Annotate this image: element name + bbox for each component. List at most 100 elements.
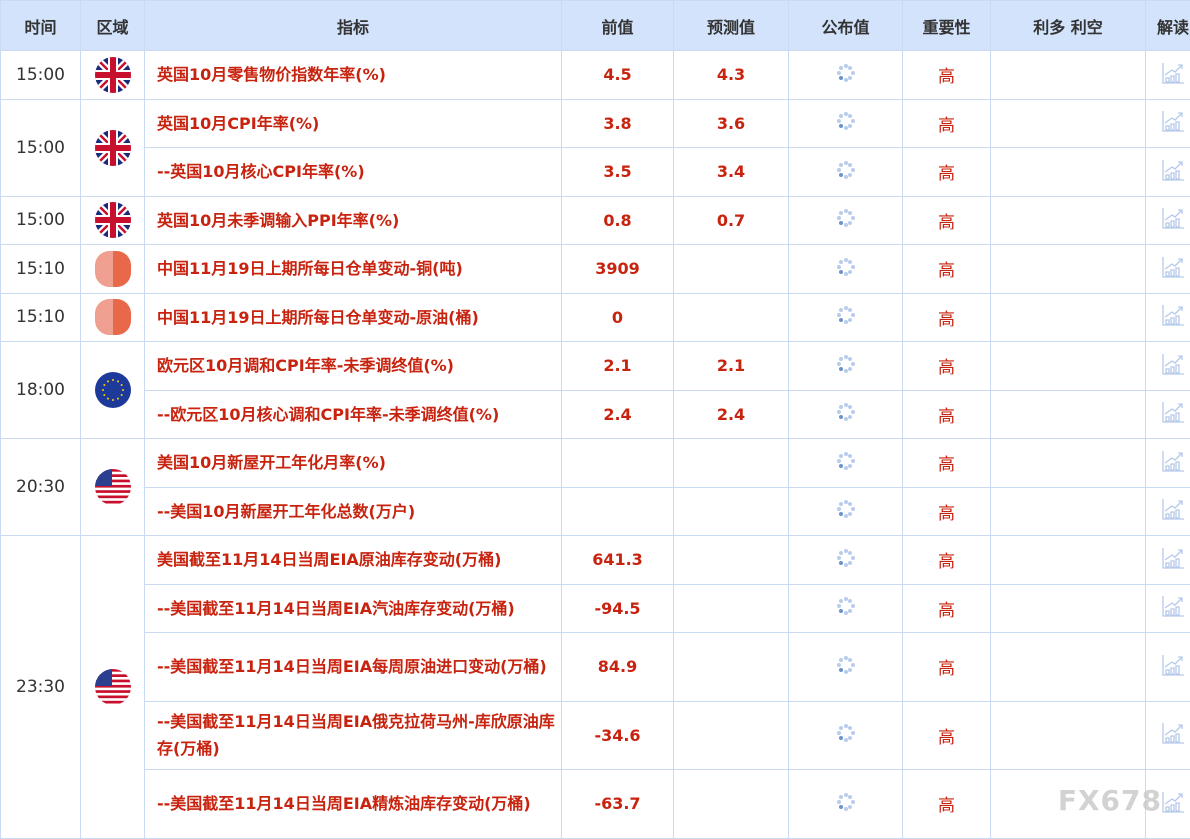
analysis-chart-icon[interactable] (1161, 255, 1185, 279)
region-cell (81, 342, 145, 439)
analysis-cell[interactable] (1146, 633, 1190, 702)
loading-spinner-icon (836, 402, 856, 422)
event-time: 15:00 (1, 51, 81, 100)
previous-value: -34.6 (562, 701, 674, 770)
indicator-link[interactable]: 中国11月19日上期所每日仓单变动-原油(桶) (145, 293, 562, 342)
actual-value (789, 439, 903, 488)
analysis-cell[interactable] (1146, 51, 1190, 100)
cn-flag-icon (95, 251, 131, 287)
analysis-cell[interactable] (1146, 701, 1190, 770)
indicator-link[interactable]: 欧元区10月调和CPI年率-未季调终值(%) (145, 342, 562, 391)
analysis-cell[interactable] (1146, 293, 1190, 342)
region-cell (81, 439, 145, 536)
indicator-link[interactable]: 美国截至11月14日当周EIA原油库存变动(万桶) (145, 536, 562, 585)
importance-badge: 高 (903, 536, 991, 585)
region-cell (81, 51, 145, 100)
impact-cell (991, 633, 1146, 702)
forecast-value: 3.6 (674, 99, 789, 148)
impact-cell (991, 51, 1146, 100)
table-row: --美国10月新屋开工年化总数(万户)高 (1, 487, 1190, 536)
importance-badge: 高 (903, 770, 991, 839)
actual-value (789, 245, 903, 294)
analysis-chart-icon[interactable] (1161, 158, 1185, 182)
cn-flag-icon (95, 299, 131, 335)
actual-value (789, 487, 903, 536)
watermark: FX678 (1058, 784, 1162, 817)
indicator-link[interactable]: 英国10月零售物价指数年率(%) (145, 51, 562, 100)
analysis-chart-icon[interactable] (1161, 790, 1185, 814)
indicator-link[interactable]: --美国截至11月14日当周EIA汽油库存变动(万桶) (145, 584, 562, 633)
eu-flag-icon (95, 372, 131, 408)
indicator-link[interactable]: 美国10月新屋开工年化月率(%) (145, 439, 562, 488)
indicator-link[interactable]: --美国截至11月14日当周EIA每周原油进口变动(万桶) (145, 633, 562, 702)
column-header: 利多 利空 (991, 1, 1146, 51)
analysis-chart-icon[interactable] (1161, 109, 1185, 133)
region-cell (81, 293, 145, 342)
actual-value (789, 342, 903, 391)
analysis-chart-icon[interactable] (1161, 61, 1185, 85)
indicator-link[interactable]: --美国截至11月14日当周EIA精炼油库存变动(万桶) (145, 770, 562, 839)
importance-badge: 高 (903, 633, 991, 702)
indicator-link[interactable]: --美国截至11月14日当周EIA俄克拉荷马州-库欣原油库存(万桶) (145, 701, 562, 770)
importance-badge: 高 (903, 342, 991, 391)
actual-value (789, 51, 903, 100)
analysis-chart-icon[interactable] (1161, 206, 1185, 230)
forecast-value: 3.4 (674, 148, 789, 197)
actual-value (789, 701, 903, 770)
indicator-link[interactable]: 英国10月未季调输入PPI年率(%) (145, 196, 562, 245)
us-flag-icon (95, 669, 131, 705)
event-time: 23:30 (1, 536, 81, 839)
previous-value (562, 487, 674, 536)
actual-value (789, 196, 903, 245)
actual-value (789, 293, 903, 342)
loading-spinner-icon (836, 354, 856, 374)
region-cell (81, 196, 145, 245)
analysis-cell[interactable] (1146, 99, 1190, 148)
importance-badge: 高 (903, 390, 991, 439)
analysis-cell[interactable] (1146, 390, 1190, 439)
indicator-link[interactable]: --英国10月核心CPI年率(%) (145, 148, 562, 197)
analysis-cell[interactable] (1146, 584, 1190, 633)
actual-value (789, 584, 903, 633)
forecast-value (674, 633, 789, 702)
column-header: 预测值 (674, 1, 789, 51)
analysis-chart-icon[interactable] (1161, 497, 1185, 521)
previous-value: -94.5 (562, 584, 674, 633)
analysis-cell[interactable] (1146, 148, 1190, 197)
analysis-chart-icon[interactable] (1161, 594, 1185, 618)
analysis-chart-icon[interactable] (1161, 546, 1185, 570)
analysis-cell[interactable] (1146, 439, 1190, 488)
event-time: 18:00 (1, 342, 81, 439)
analysis-cell[interactable] (1146, 245, 1190, 294)
analysis-chart-icon[interactable] (1161, 352, 1185, 376)
analysis-chart-icon[interactable] (1161, 449, 1185, 473)
analysis-chart-icon[interactable] (1161, 303, 1185, 327)
loading-spinner-icon (836, 596, 856, 616)
analysis-chart-icon[interactable] (1161, 400, 1185, 424)
analysis-cell[interactable] (1146, 196, 1190, 245)
analysis-cell[interactable] (1146, 342, 1190, 391)
importance-badge: 高 (903, 148, 991, 197)
indicator-link[interactable]: --欧元区10月核心调和CPI年率-未季调终值(%) (145, 390, 562, 439)
analysis-cell[interactable] (1146, 487, 1190, 536)
forecast-value (674, 293, 789, 342)
analysis-cell[interactable] (1146, 536, 1190, 585)
indicator-link[interactable]: 中国11月19日上期所每日仓单变动-铜(吨) (145, 245, 562, 294)
impact-cell (991, 342, 1146, 391)
forecast-value: 0.7 (674, 196, 789, 245)
loading-spinner-icon (836, 548, 856, 568)
analysis-chart-icon[interactable] (1161, 721, 1185, 745)
indicator-link[interactable]: 英国10月CPI年率(%) (145, 99, 562, 148)
impact-cell (991, 293, 1146, 342)
previous-value: 3.8 (562, 99, 674, 148)
indicator-link[interactable]: --美国10月新屋开工年化总数(万户) (145, 487, 562, 536)
importance-badge: 高 (903, 293, 991, 342)
loading-spinner-icon (836, 499, 856, 519)
analysis-chart-icon[interactable] (1161, 653, 1185, 677)
